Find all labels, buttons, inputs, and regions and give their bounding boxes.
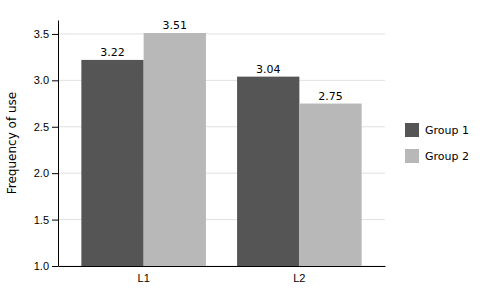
bars [81,33,361,266]
data-label: 3.04 [256,63,281,76]
y-tick-mark [52,266,58,267]
y-tick-mark [52,127,58,128]
x-tick-label: L1 [138,272,150,284]
legend-item: Group 1 [405,123,469,137]
data-label: 3.22 [100,46,125,59]
x-tick: L1 [138,272,150,284]
y-tick: 1.5 [34,214,58,226]
bar [299,104,361,266]
y-tick-label: 3.5 [34,28,49,40]
y-tick: 2.0 [34,167,58,179]
legend-swatch [405,149,419,163]
legend-swatch [405,123,419,137]
y-tick-mark [52,80,58,81]
y-tick: 3.5 [34,28,58,40]
y-tick: 1.0 [34,260,58,272]
y-axis-title: Frequency of use [5,92,19,194]
y-tick-label: 1.0 [34,260,49,272]
y-tick-label: 2.5 [34,121,49,133]
x-axis-line [59,266,386,267]
data-labels: 3.22 3.04 3.51 2.75 [100,19,343,103]
chart: 1.0 1.5 2.0 2.5 3.0 3.5 L1 L2 3.22 3.04 3.51 2.75 Fr… [0,0,500,296]
grid-line [58,33,385,34]
y-axis: 1.0 1.5 2.0 2.5 3.0 3.5 [34,21,59,273]
plot: 1.0 1.5 2.0 2.5 3.0 3.5 L1 L2 3.22 3.04 3.51 2.75 [34,19,386,296]
y-tick-mark [52,220,58,221]
y-tick: 2.5 [34,121,58,133]
data-label: 2.75 [318,90,343,103]
y-tick-label: 3.0 [34,74,49,86]
legend-item: Group 2 [405,149,469,163]
x-axis: L1 L2 [59,267,386,284]
y-tick-label: 2.0 [34,167,49,179]
y-tick-mark [52,34,58,35]
y-axis-line [58,21,59,267]
bar [144,33,206,266]
legend-label: Group 1 [425,124,469,137]
legend: Group 1 Group 2 [405,123,469,163]
x-tick: L2 [293,272,305,284]
y-tick: 3.0 [34,74,58,86]
legend-label: Group 2 [425,150,469,163]
bar [81,60,143,266]
bar [237,77,299,266]
y-tick-label: 1.5 [34,214,49,226]
y-tick-mark [52,173,58,174]
x-tick-label: L2 [293,272,305,284]
data-label: 3.51 [163,19,188,32]
